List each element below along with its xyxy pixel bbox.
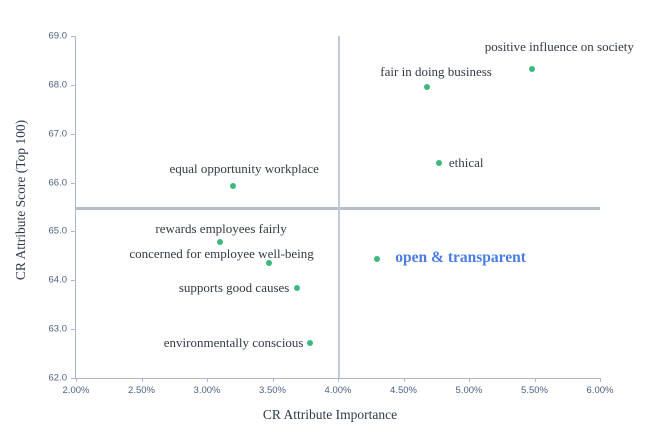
data-point	[528, 66, 535, 73]
x-axis-tick	[469, 378, 470, 382]
x-axis-tick	[338, 378, 339, 382]
x-axis-tick	[534, 378, 536, 382]
y-axis-tick	[71, 280, 75, 282]
x-axis-tick	[207, 378, 208, 382]
y-axis-tick	[71, 378, 75, 379]
data-point	[294, 284, 301, 291]
y-tick-label: 69.0	[48, 30, 68, 42]
plot-area: 2.00% 2.50% 3.00% 3.50% 4.00% 4.50% 5.00% 5.50%…	[49, 31, 634, 397]
data-point-label: fair in doing business	[380, 64, 492, 80]
x-axis-tick	[403, 378, 405, 382]
y-axis-title: CR Attribute Score (Top 100)	[13, 119, 28, 281]
data-point-label: open & transparent	[395, 249, 526, 267]
data-point-label: positive influence on society	[484, 39, 634, 55]
y-axis-tick	[71, 182, 75, 184]
y-axis-tick	[71, 36, 75, 37]
x-tick-label: 2.50%	[128, 385, 155, 396]
y-tick-label: 68.0	[48, 79, 68, 91]
x-tick-label: 2.00%	[62, 385, 90, 396]
y-tick-label: 63.0	[48, 323, 68, 335]
quadrant-line-vertical	[338, 36, 340, 378]
x-axis-title: CR Attribute Importance	[262, 407, 398, 422]
data-point-label: supports good causes	[178, 279, 290, 295]
x-tick-label: 4.50%	[390, 385, 417, 396]
x-axis-tick	[76, 378, 77, 382]
y-tick-label: 65.0	[48, 225, 68, 237]
x-axis-tick	[141, 378, 143, 382]
data-point-label: ethical	[448, 155, 484, 171]
y-axis-tick	[71, 84, 75, 86]
data-point	[265, 260, 272, 267]
y-tick-label: 67.0	[48, 128, 68, 140]
x-tick-label: 3.00%	[193, 385, 221, 396]
y-axis-tick	[71, 329, 75, 331]
x-axis-tick	[272, 378, 274, 382]
data-point	[230, 183, 237, 190]
data-point	[307, 339, 314, 346]
data-point-label: equal opportunity workplace	[169, 161, 319, 177]
data-point	[424, 84, 431, 91]
data-point-label: rewards employees fairly	[155, 221, 287, 237]
x-tick-label: 5.00%	[455, 385, 483, 396]
y-axis-tick	[71, 133, 75, 135]
data-point	[374, 256, 381, 263]
x-tick-label: 5.50%	[521, 385, 548, 396]
y-tick-label: 66.0	[48, 177, 68, 189]
y-tick-label: 64.0	[48, 274, 68, 286]
data-point	[435, 160, 442, 167]
data-point	[217, 239, 224, 246]
x-axis-tick	[600, 378, 601, 382]
x-tick-label: 4.00%	[324, 385, 352, 396]
x-tick-label: 6.00%	[586, 385, 614, 396]
x-tick-label: 3.50%	[259, 385, 286, 396]
y-tick-label: 62.0	[48, 372, 68, 384]
y-axis-tick	[71, 231, 75, 233]
data-point-label: concerned for employee well-being	[129, 246, 314, 262]
data-point-label: environmentally conscious	[163, 334, 304, 350]
